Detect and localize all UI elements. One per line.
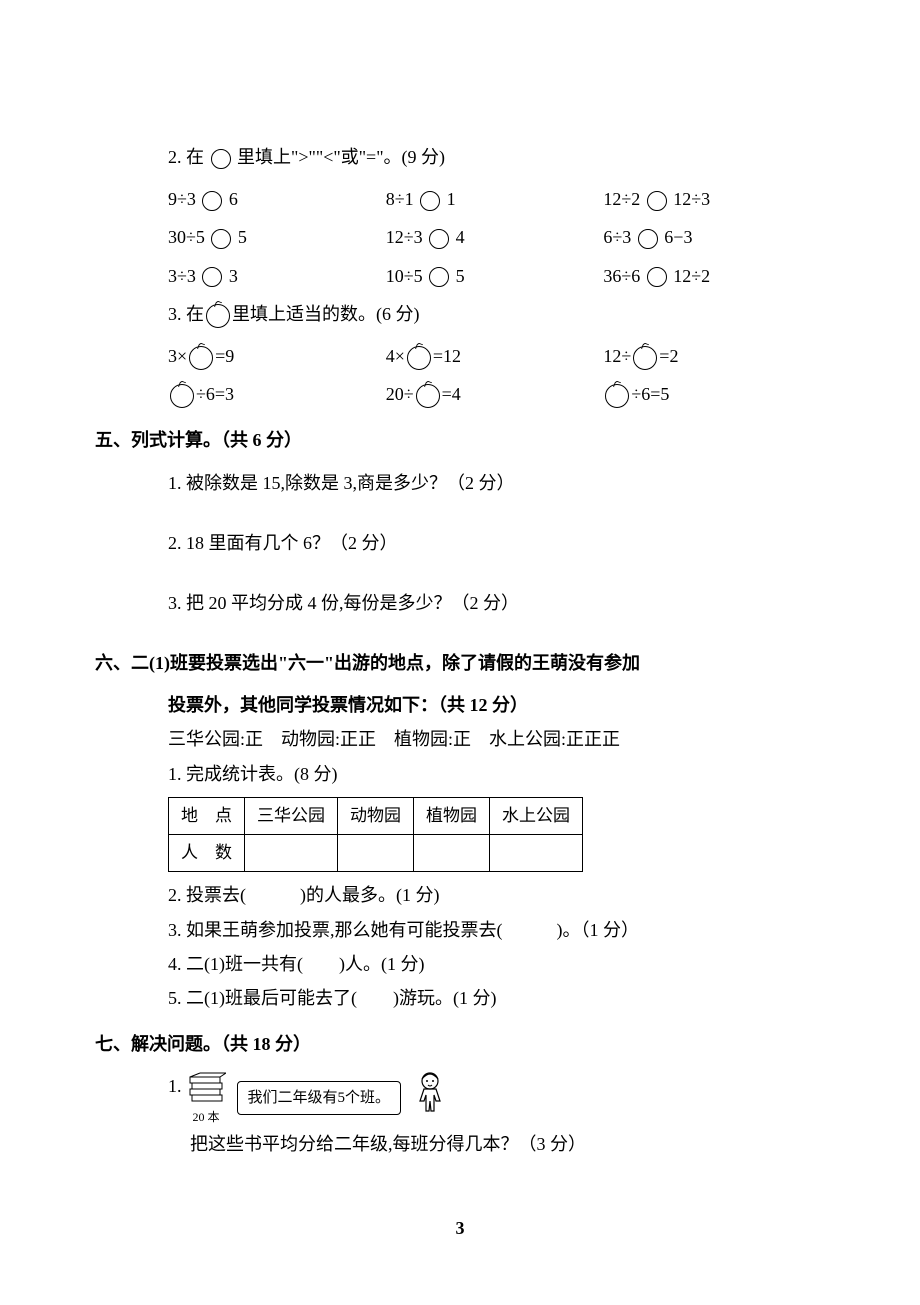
circle-icon (638, 229, 658, 249)
table-cell: 人 数 (169, 835, 245, 872)
q3-r2c2: 20÷=4 (386, 377, 573, 411)
q2-r3c1: 3÷3 3 (168, 259, 355, 293)
section-6-q5: 5. 二(1)班最后可能去了( )游玩。(1 分) (130, 981, 790, 1015)
tally-table: 地 点 三华公园 动物园 植物园 水上公园 人 数 (168, 797, 583, 873)
section-7-problem1: 1. 20 本 我们二年级有5个班。 把这些书平均分给二年级,每班分得几本？（3… (130, 1069, 790, 1160)
leaf-circle-icon (189, 346, 213, 370)
books-icon: 20 本 (186, 1071, 226, 1125)
table-row: 人 数 (169, 835, 583, 872)
section-5-q1: 1. 被除数是 15,除数是 3,商是多少？（2 分） (130, 466, 790, 500)
table-header: 动物园 (338, 797, 414, 834)
circle-icon (420, 191, 440, 211)
section-6-q2: 2. 投票去( )的人最多。(1 分) (130, 878, 790, 912)
leaf-circle-icon (170, 384, 194, 408)
leaf-circle-icon (605, 384, 629, 408)
q2-r2c1: 30÷5 5 (168, 220, 355, 254)
q3-r2c3: ÷6=5 (603, 377, 790, 411)
leaf-circle-icon (407, 346, 431, 370)
q2-r3c3: 36÷6 12÷2 (603, 259, 790, 293)
section-6-votes: 三华公园:正 动物园:正正 植物园:正 水上公园:正正正 (130, 722, 790, 756)
circle-icon (647, 267, 667, 287)
section-6-q1: 1. 完成统计表。(8 分) (130, 757, 790, 791)
question-3-title: 3. 在里填上适当的数。(6 分) (130, 297, 790, 331)
circle-icon (647, 191, 667, 211)
table-cell (338, 835, 414, 872)
q2-r1c3: 12÷2 12÷3 (603, 182, 790, 216)
circle-icon (202, 267, 222, 287)
table-header: 地 点 (169, 797, 245, 834)
section-6-q4: 4. 二(1)班一共有( )人。(1 分) (130, 947, 790, 981)
leaf-circle-icon (206, 304, 230, 328)
q2-r2c3: 6÷3 6−3 (603, 220, 790, 254)
q2-r2c2: 12÷3 4 (386, 220, 573, 254)
q3-r1c2: 4×=12 (386, 339, 573, 373)
question-2-items: 9÷3 6 8÷1 1 12÷2 12÷3 30÷5 5 12÷3 4 6÷3 … (130, 182, 790, 293)
circle-icon (211, 229, 231, 249)
q3-r1c3: 12÷=2 (603, 339, 790, 373)
section-7-header: 七、解决问题。（共 18 分） (95, 1027, 790, 1061)
table-cell (490, 835, 583, 872)
question-3-items: 3×=9 4×=12 12÷=2 ÷6=3 20÷=4 ÷6=5 (130, 339, 790, 411)
q2-r1c2: 8÷1 1 (386, 182, 573, 216)
table-header: 水上公园 (490, 797, 583, 834)
section-5-q3: 3. 把 20 平均分成 4 份,每份是多少？（2 分） (130, 586, 790, 620)
section-5-q2: 2. 18 里面有几个 6？（2 分） (130, 526, 790, 560)
section-6-q3: 3. 如果王萌参加投票,那么她有可能投票去( )。（1 分） (130, 913, 790, 947)
q2-r1c1: 9÷3 6 (168, 182, 355, 216)
table-cell (414, 835, 490, 872)
section-7-q1-text: 把这些书平均分给二年级,每班分得几本？（3 分） (168, 1127, 790, 1161)
circle-icon (202, 191, 222, 211)
table-cell (245, 835, 338, 872)
person-icon (412, 1069, 448, 1126)
page-number: 3 (130, 1211, 790, 1245)
circle-icon (429, 267, 449, 287)
q3-r2c1: ÷6=3 (168, 377, 355, 411)
leaf-circle-icon (633, 346, 657, 370)
circle-icon (211, 149, 231, 169)
table-header: 植物园 (414, 797, 490, 834)
q3-r1c1: 3×=9 (168, 339, 355, 373)
question-2-title: 2. 在 里填上">""<"或"="。(9 分) (130, 140, 790, 174)
speech-bubble: 我们二年级有5个班。 (237, 1081, 402, 1116)
section-6-header1: 六、二(1)班要投票选出"六一"出游的地点，除了请假的王萌没有参加 (95, 646, 790, 680)
section-6-header2: 投票外，其他同学投票情况如下：（共 12 分） (130, 688, 790, 722)
q2-r3c2: 10÷5 5 (386, 259, 573, 293)
section-5-header: 五、列式计算。（共 6 分） (95, 423, 790, 457)
table-header: 三华公园 (245, 797, 338, 834)
leaf-circle-icon (416, 384, 440, 408)
circle-icon (429, 229, 449, 249)
